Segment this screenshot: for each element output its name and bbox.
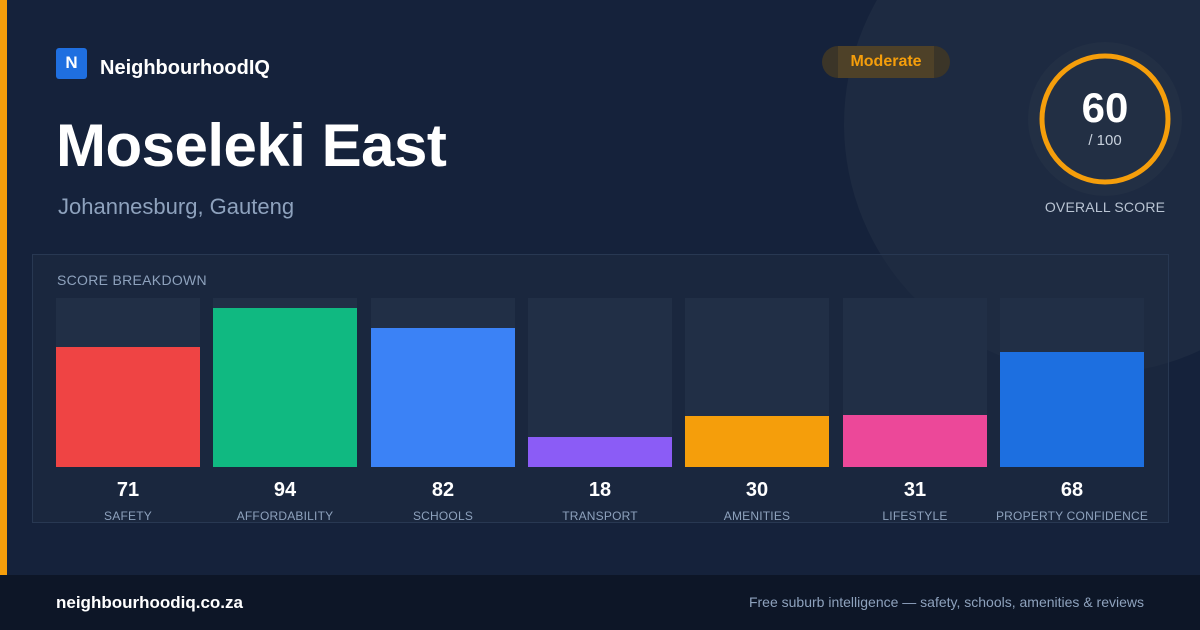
suburb-location: Johannesburg, Gauteng (58, 194, 295, 219)
bar-label: AFFORDABILITY (236, 509, 334, 523)
bar-fill (843, 415, 987, 467)
bar-track (528, 298, 672, 467)
overall-score-denominator: / 100 (1088, 132, 1122, 149)
bar-value: 18 (588, 479, 612, 501)
footer: neighbourhoodiq.co.za Free suburb intell… (0, 575, 1200, 630)
suburb-title: Moseleki East (56, 112, 447, 179)
bar-fill (56, 347, 200, 467)
rating-badge: Moderate (822, 46, 950, 78)
bar-track (371, 298, 515, 467)
bar-fill (371, 328, 515, 467)
bar-label: SCHOOLS (412, 509, 474, 523)
bar-fill (685, 416, 829, 467)
bar-value: 94 (273, 479, 297, 501)
bar-label: TRANSPORT (562, 509, 638, 523)
bar-track (1000, 298, 1144, 467)
bar-value: 82 (431, 479, 455, 501)
footer-url[interactable]: neighbourhoodiq.co.za (56, 593, 243, 612)
bar-value: 68 (1060, 479, 1084, 501)
brand-name: NeighbourhoodIQ (100, 57, 270, 79)
bar-fill (213, 308, 357, 467)
overall-score-value: 60 (1081, 84, 1129, 131)
overall-score-label: OVERALL SCORE (1044, 199, 1166, 215)
bar-value: 30 (745, 479, 769, 501)
accent-stripe (0, 0, 7, 575)
score-breakdown-panel: SCORE BREAKDOWN 71 SAFETY 94 AFFORDABILITY 8… (32, 254, 1169, 523)
bar-label: SAFETY (104, 509, 152, 523)
bar-value: 31 (903, 479, 927, 501)
bar-label: LIFESTYLE (882, 509, 948, 523)
overall-score-gauge: 60 / 100 (1028, 42, 1182, 196)
bar-label: AMENITIES (723, 509, 791, 523)
bar-track (843, 298, 987, 467)
bar-fill (528, 437, 672, 467)
breakdown-title: SCORE BREAKDOWN (57, 272, 207, 288)
bar-track (56, 298, 200, 467)
brand-logo-icon: N (56, 47, 87, 79)
bar-track (213, 298, 357, 467)
bar-fill (1000, 352, 1144, 467)
bar-value: 71 (116, 479, 140, 501)
rating-badge-label: Moderate (850, 53, 922, 70)
footer-tagline: Free suburb intelligence — safety, schoo… (748, 594, 1144, 610)
score-ring (1028, 42, 1182, 196)
bar-track (685, 298, 829, 467)
bar-label: PROPERTY CONFIDENCE (995, 509, 1149, 523)
brand[interactable]: N NeighbourhoodIQ (56, 46, 270, 80)
